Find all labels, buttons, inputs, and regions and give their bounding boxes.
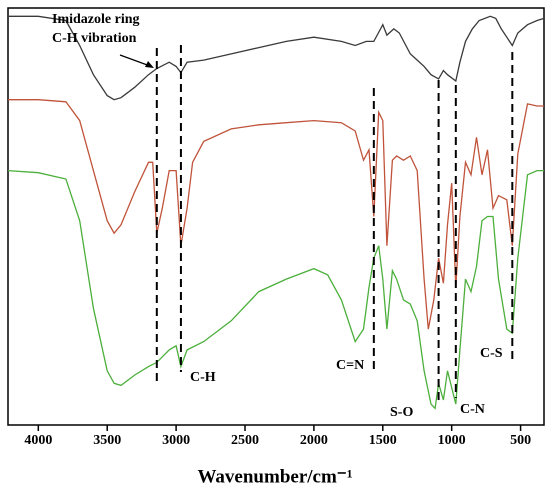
spectrum-line [8, 15, 545, 101]
annotation: Imidazole ring [52, 12, 140, 27]
annotation: C-H vibration [52, 31, 137, 46]
annotation: C-H [190, 370, 216, 385]
x-axis-title: Wavenumber/cm⁻¹ [197, 466, 352, 487]
x-tick-label: 2500 [231, 433, 259, 448]
annotation: S-O [390, 405, 413, 420]
arrow [119, 54, 151, 67]
x-tick-label: 2000 [300, 433, 328, 448]
spectrum-line [7, 169, 544, 410]
x-tick-label: 4000 [24, 433, 52, 448]
x-tick-label: 1500 [369, 433, 397, 448]
plot-frame [7, 7, 545, 426]
x-tick-label: 3000 [162, 433, 190, 448]
arrow-head [145, 61, 154, 68]
annotation: C=N [336, 358, 364, 373]
annotation: C-S [480, 346, 503, 361]
x-tick-label: 1000 [438, 433, 466, 448]
spectrum-line [8, 99, 544, 330]
x-tick-label: 500 [510, 433, 531, 448]
x-tick-label: 3500 [93, 433, 121, 448]
annotation: C-N [460, 402, 485, 417]
